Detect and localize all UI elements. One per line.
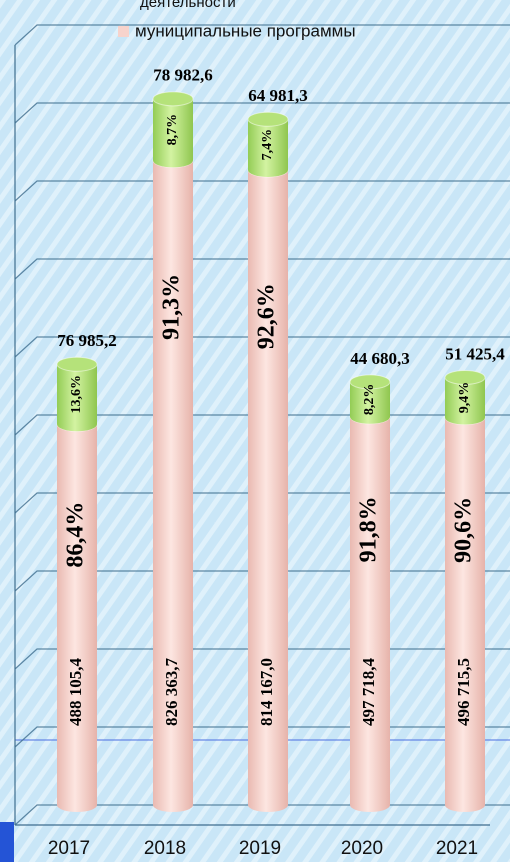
segment-percent: 92,6%: [254, 283, 280, 349]
bar-segment: [152, 91, 194, 168]
value-label: 826 363,7: [162, 658, 181, 727]
x-tick-label: 2020: [341, 838, 383, 859]
cylinder-part: [57, 798, 97, 812]
value-label: 44 680,3: [350, 349, 410, 368]
bar-segment: [56, 356, 98, 432]
value-label: 814 167,0: [257, 658, 276, 726]
segment-percent: 91,3%: [159, 274, 185, 340]
x-tick-label: 2018: [144, 838, 186, 859]
value-label: 78 982,6: [153, 66, 213, 85]
grid-line: [14, 102, 510, 124]
grid-line: [14, 24, 510, 46]
cylinder-part: [248, 119, 288, 170]
cylinder-part: [445, 798, 485, 812]
segment-percent: 13,6%: [69, 375, 84, 414]
segment-percent: 8,7%: [165, 114, 180, 146]
segment-percent: 90,6%: [451, 497, 477, 563]
legend-label: муниципальные программы: [135, 21, 356, 40]
segment-percent: 7,4%: [260, 129, 275, 161]
bar-segment: [247, 111, 289, 177]
bar-segment: [349, 374, 391, 424]
value-label: 64 981,3: [248, 86, 308, 105]
cylinder-part: [445, 410, 485, 425]
bar-segment: [444, 410, 486, 812]
grid-line: [14, 258, 510, 280]
cylinder-part: [152, 91, 194, 107]
cylinder-part: [153, 798, 193, 812]
cylinder-part: [153, 98, 193, 161]
cylinder-part: [349, 374, 391, 390]
cylinder-part: [57, 424, 97, 805]
grid-line: [14, 336, 510, 358]
cylinder-part: [57, 364, 97, 425]
cylinder-part: [248, 798, 288, 812]
bar-segment: [152, 152, 194, 812]
value-label: 497 718,4: [359, 658, 378, 727]
cylinder-part: [153, 160, 193, 806]
cylinder-part: [153, 153, 193, 168]
bar-segment: [56, 416, 98, 812]
cylinder-part: [248, 162, 288, 177]
grid-line: [14, 180, 510, 202]
x-tick-label: 2017: [48, 838, 90, 859]
cylinder-part: [57, 417, 97, 432]
cylinder-part: [248, 169, 288, 806]
value-label: 488 105,4: [66, 658, 85, 727]
bar-segment: [247, 162, 289, 812]
segment-percent: 9,4%: [457, 382, 472, 414]
segment-percent: 91,8%: [356, 496, 382, 562]
bar-segment: [349, 409, 391, 812]
cylinder-part: [350, 798, 390, 812]
cylinder-part: [445, 417, 485, 805]
bar-segment: [444, 369, 486, 425]
value-label: 76 985,2: [57, 331, 117, 350]
cylinder-part: [444, 369, 486, 385]
legend-label: деятельности: [140, 0, 236, 11]
cylinder-part: [247, 111, 289, 127]
x-tick-label: 2021: [436, 838, 478, 859]
cylinder-part: [350, 409, 390, 424]
cylinder-part: [350, 416, 390, 805]
segment-percent: 86,4%: [63, 502, 89, 568]
value-label: 496 715,5: [454, 658, 473, 726]
x-tick-label: 2019: [239, 838, 281, 859]
corner-tab: [0, 822, 14, 862]
cylinder-part: [56, 356, 98, 372]
value-label: 51 425,4: [445, 344, 505, 363]
segment-percent: 8,2%: [362, 384, 377, 416]
legend-swatch: [118, 26, 129, 37]
